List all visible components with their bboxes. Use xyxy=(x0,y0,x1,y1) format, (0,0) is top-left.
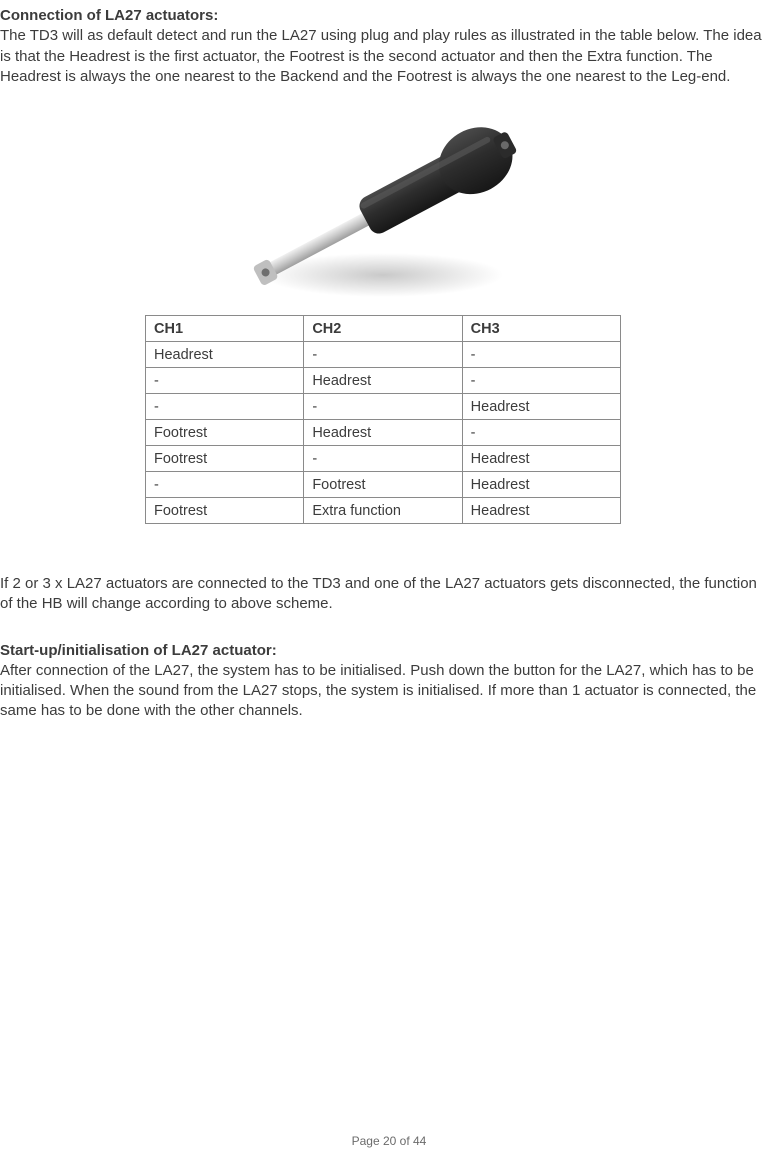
table-cell: - xyxy=(462,368,620,394)
page-footer: Page 20 of 44 xyxy=(0,1134,778,1148)
table-header-row: CH1 CH2 CH3 xyxy=(146,316,621,342)
figure-container xyxy=(0,115,766,305)
table-cell: Headrest xyxy=(304,420,462,446)
channel-table: CH1 CH2 CH3 Headrest - - - Headrest - - xyxy=(145,315,621,524)
table-row: - Headrest - xyxy=(146,368,621,394)
section1-heading: Connection of LA27 actuators: xyxy=(0,6,766,26)
table-cell: Headrest xyxy=(462,498,620,524)
table-cell: - xyxy=(462,420,620,446)
table-cell: Headrest xyxy=(304,368,462,394)
column-header-ch1: CH1 xyxy=(146,316,304,342)
table-cell: - xyxy=(304,446,462,472)
section2-paragraph: If 2 or 3 x LA27 actuators are connected… xyxy=(0,574,766,615)
table-cell: Footrest xyxy=(304,472,462,498)
section3-heading: Start-up/initialisation of LA27 actuator… xyxy=(0,641,766,661)
section1-paragraph: The TD3 will as default detect and run t… xyxy=(0,26,766,87)
table-row: Footrest - Headrest xyxy=(146,446,621,472)
table-cell: Footrest xyxy=(146,420,304,446)
table-cell: Headrest xyxy=(462,446,620,472)
channel-table-container: CH1 CH2 CH3 Headrest - - - Headrest - - xyxy=(0,315,766,524)
table-cell: - xyxy=(462,342,620,368)
table-cell: Headrest xyxy=(462,472,620,498)
table-row: Footrest Headrest - xyxy=(146,420,621,446)
column-header-ch3: CH3 xyxy=(462,316,620,342)
table-cell: - xyxy=(146,368,304,394)
table-cell: Footrest xyxy=(146,498,304,524)
section3-paragraph: After connection of the LA27, the system… xyxy=(0,661,766,722)
actuator-illustration-icon xyxy=(233,115,533,305)
table-cell: - xyxy=(304,394,462,420)
column-header-ch2: CH2 xyxy=(304,316,462,342)
table-cell: - xyxy=(146,472,304,498)
table-row: - Footrest Headrest xyxy=(146,472,621,498)
table-row: - - Headrest xyxy=(146,394,621,420)
document-page: Connection of LA27 actuators: The TD3 wi… xyxy=(0,0,778,722)
table-cell: Footrest xyxy=(146,446,304,472)
table-cell: Headrest xyxy=(146,342,304,368)
table-cell: - xyxy=(146,394,304,420)
table-cell: Headrest xyxy=(462,394,620,420)
table-row: Headrest - - xyxy=(146,342,621,368)
table-cell: Extra function xyxy=(304,498,462,524)
table-row: Footrest Extra function Headrest xyxy=(146,498,621,524)
table-cell: - xyxy=(304,342,462,368)
